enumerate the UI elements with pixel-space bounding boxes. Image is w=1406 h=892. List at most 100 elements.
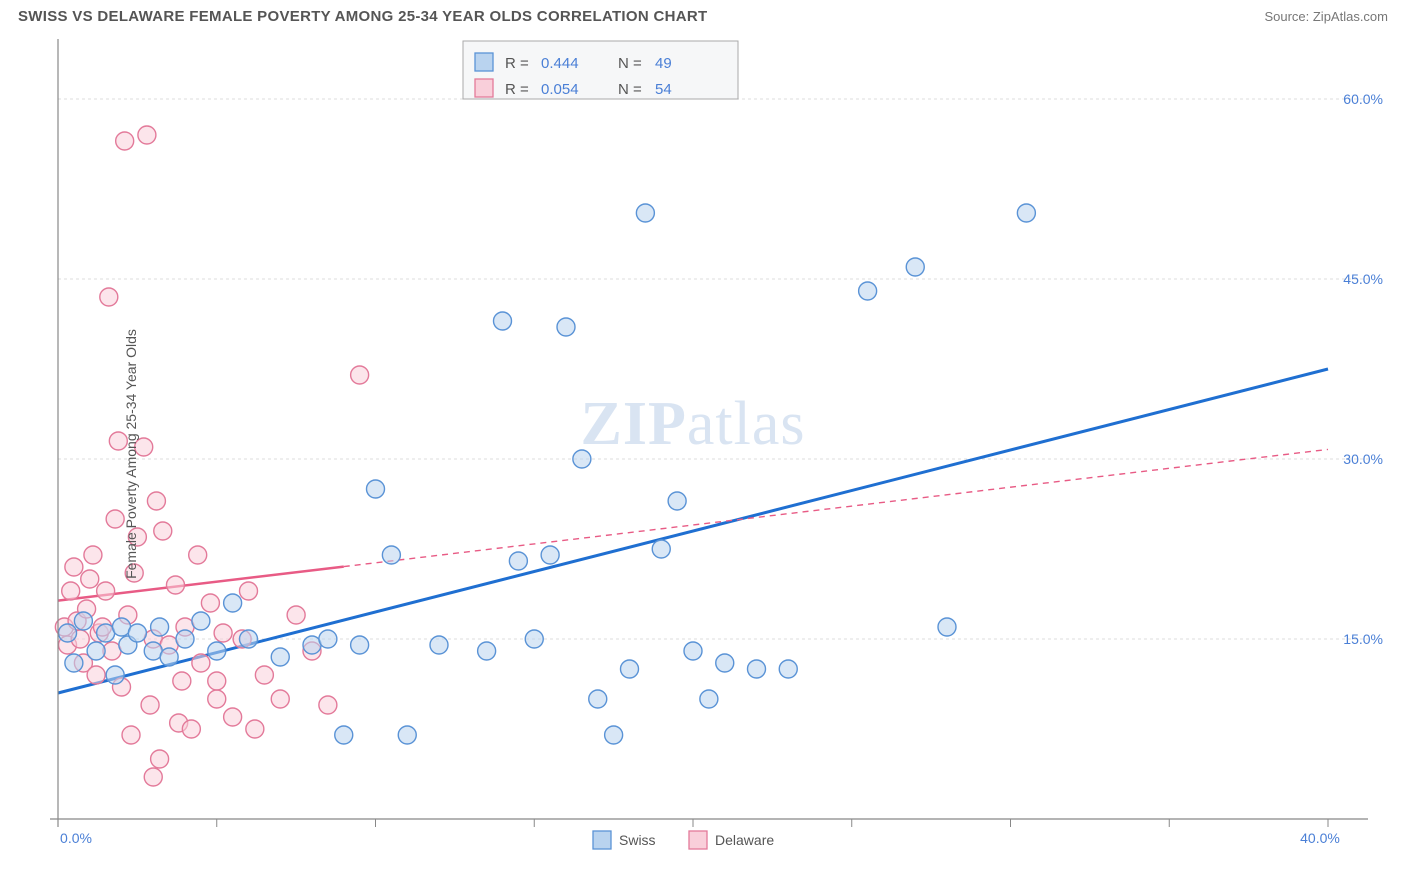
swiss-point [87,642,105,660]
legend-r-value: 0.054 [541,81,579,98]
swiss-point [1017,204,1035,222]
swiss-point [208,642,226,660]
legend-r-value: 0.444 [541,55,579,72]
scatter-chart-svg: 15.0%30.0%45.0%60.0%ZIPatlas0.0%40.0%R =… [8,29,1398,879]
swiss-point [573,450,591,468]
swiss-point [128,624,146,642]
source-attribution: Source: ZipAtlas.com [1264,9,1388,24]
delaware-point [138,126,156,144]
swiss-point [319,630,337,648]
swiss-point [906,258,924,276]
swiss-point [176,630,194,648]
swiss-point [605,726,623,744]
delaware-point [287,606,305,624]
delaware-point [224,708,242,726]
legend-n-label: N = [618,55,642,72]
delaware-point [106,510,124,528]
delaware-point [166,576,184,594]
swiss-point [668,492,686,510]
delaware-point [116,132,134,150]
swiss-point [478,642,496,660]
swiss-point [430,636,448,654]
swiss-point [557,318,575,336]
swiss-point [106,666,124,684]
swiss-point [151,618,169,636]
swiss-point [224,594,242,612]
delaware-point [122,726,140,744]
swiss-point [192,612,210,630]
y-tick-label: 45.0% [1343,271,1383,287]
delaware-point [147,492,165,510]
swiss-point [240,630,258,648]
delaware-point [214,624,232,642]
y-axis-label: Female Poverty Among 25-34 Year Olds [123,329,139,579]
chart-container: Female Poverty Among 25-34 Year Olds 15.… [8,29,1398,879]
delaware-point [240,582,258,600]
chart-title: SWISS VS DELAWARE FEMALE POVERTY AMONG 2… [18,8,707,25]
delaware-point [189,546,207,564]
swiss-point [938,618,956,636]
bottom-legend-label: Delaware [715,832,774,848]
swiss-point [351,636,369,654]
swiss-point [525,630,543,648]
delaware-point [100,288,118,306]
x-tick-label: 0.0% [60,830,92,846]
swiss-point [271,648,289,666]
legend-r-label: R = [505,81,529,98]
swiss-point [748,660,766,678]
swiss-point [74,612,92,630]
delaware-point [208,690,226,708]
delaware-point [246,720,264,738]
swiss-point [859,282,877,300]
delaware-point [154,522,172,540]
legend-n-value: 54 [655,81,672,98]
swiss-point [335,726,353,744]
delaware-point [182,720,200,738]
swiss-point [509,552,527,570]
swiss-point [684,642,702,660]
delaware-point [84,546,102,564]
delaware-point [201,594,219,612]
swiss-point [589,690,607,708]
swiss-point [398,726,416,744]
delaware-point [151,750,169,768]
swiss-point [621,660,639,678]
delaware-point [351,366,369,384]
delaware-trend-line-dashed [344,449,1328,566]
swiss-point [652,540,670,558]
delaware-point [144,768,162,786]
swiss-point [779,660,797,678]
delaware-point [319,696,337,714]
legend-n-value: 49 [655,55,672,72]
swiss-point [494,312,512,330]
legend-swatch [475,53,493,71]
delaware-point [62,582,80,600]
swiss-point [160,648,178,666]
delaware-point [173,672,191,690]
swiss-point [636,204,654,222]
delaware-point [192,654,210,672]
swiss-point [700,690,718,708]
y-tick-label: 15.0% [1343,631,1383,647]
swiss-point [716,654,734,672]
delaware-point [65,558,83,576]
swiss-point [59,624,77,642]
delaware-point [97,582,115,600]
swiss-point [367,480,385,498]
delaware-point [87,666,105,684]
legend-n-label: N = [618,81,642,98]
swiss-point [382,546,400,564]
bottom-legend-swatch [593,831,611,849]
delaware-point [271,690,289,708]
legend-r-label: R = [505,55,529,72]
swiss-point [541,546,559,564]
x-tick-label: 40.0% [1300,830,1340,846]
y-tick-label: 30.0% [1343,451,1383,467]
delaware-point [81,570,99,588]
bottom-legend-swatch [689,831,707,849]
swiss-point [65,654,83,672]
legend-swatch [475,79,493,97]
delaware-point [255,666,273,684]
y-tick-label: 60.0% [1343,91,1383,107]
delaware-point [208,672,226,690]
